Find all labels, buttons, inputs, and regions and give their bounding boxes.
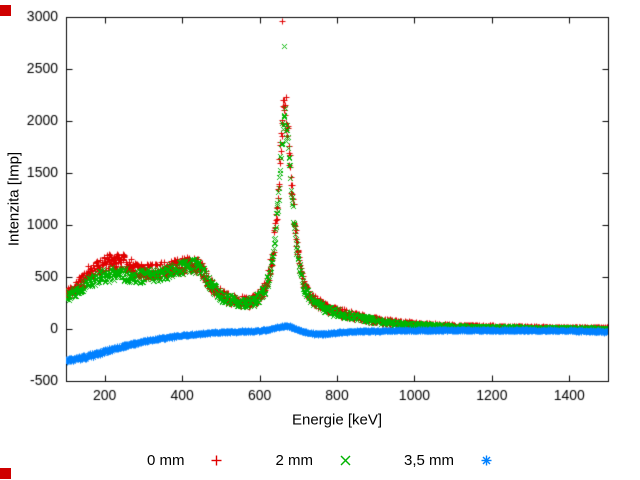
cross-marker-icon [340, 455, 351, 466]
legend-item-2mm: 2 mm [275, 452, 352, 469]
asterisk-marker-icon [481, 455, 492, 466]
legend-label-0mm: 0 mm [146, 452, 185, 469]
legend-label-3-5mm: 3,5 mm [403, 452, 454, 469]
legend-item-3-5mm: 3,5 mm [404, 452, 493, 469]
red-corner-marker-top [0, 5, 11, 16]
legend-item-0mm: 0 mm [147, 452, 224, 469]
plus-marker-icon [211, 455, 222, 466]
y-axis-label: Intenzita [Imp] [5, 151, 23, 247]
legend: 0 mm 2 mm 3,5 mm [0, 452, 640, 469]
legend-label-2mm: 2 mm [275, 452, 313, 469]
red-corner-marker-bottom [0, 468, 11, 479]
x-axis-label: Energie [keV] [291, 411, 383, 429]
